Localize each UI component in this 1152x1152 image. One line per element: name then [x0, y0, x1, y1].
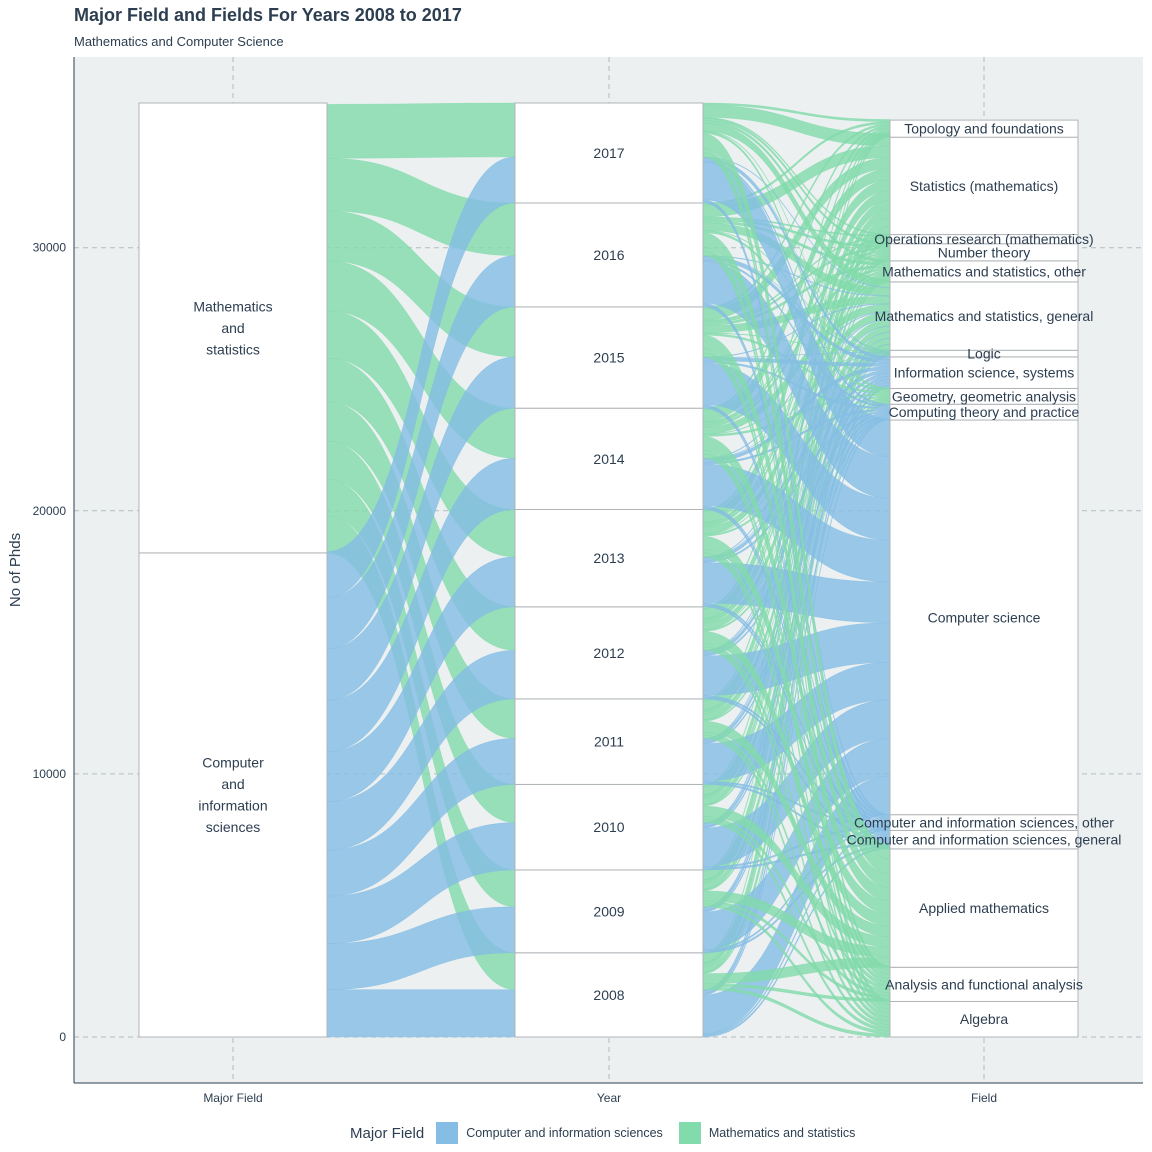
axes: 0 10000 20000 30000 Major Field Year Field No o… [7, 57, 1143, 1105]
flow-year-field [702, 102, 891, 122]
stratum-label: Mathematics and statistics [193, 298, 272, 357]
stratum-field [889, 281, 1079, 351]
stratum-label: Statistics (mathematics) [910, 178, 1059, 194]
stratum-label: Applied mathematics [919, 900, 1049, 916]
stratum-label: 2015 [593, 350, 624, 366]
stratum-year [514, 306, 704, 409]
legend-swatch-math [678, 1122, 701, 1144]
stratum-field [889, 966, 1079, 1002]
stratum-label: Computer and information sciences [198, 755, 267, 836]
stratum-field [889, 419, 1079, 816]
y-tick-label: 20000 [33, 504, 67, 518]
stratum-field [889, 136, 1079, 236]
stratum-label: Logic [967, 346, 1000, 362]
strata-nodes [138, 102, 1079, 1038]
stratum-label: 2012 [593, 645, 624, 661]
x-tick-label: Major Field [203, 1091, 262, 1105]
stratum-major [138, 102, 328, 554]
stratum-year [514, 952, 704, 1038]
stratum-label: Geometry, geometric analysis [892, 388, 1076, 404]
stratum-label: Mathematics and statistics, other [882, 263, 1086, 279]
x-tick-label: Field [971, 1091, 997, 1105]
legend-label-math: Mathematics and statistics [708, 1126, 856, 1140]
x-tick-label: Year [597, 1091, 621, 1105]
stratum-label: 2009 [593, 903, 624, 919]
stratum-label: Computing theory and practice [889, 404, 1080, 420]
stratum-label: 2011 [594, 734, 624, 750]
stratum-label: Algebra [960, 1011, 1008, 1027]
stratum-label: 2010 [593, 819, 624, 835]
stratum-label: 2016 [593, 247, 624, 263]
legend-title: Major Field [350, 1124, 425, 1142]
flow-ribbons [326, 102, 891, 1038]
stratum-year [514, 102, 704, 204]
stratum-label: Computer science [928, 609, 1041, 625]
stratum-year [514, 508, 704, 608]
chart-title: Major Field and Fields For Years 2008 to… [74, 5, 462, 25]
strata-labels: Computer and information sciences Mathematic… [193, 121, 1121, 1028]
y-axis-title: No of Phds [7, 533, 24, 607]
stratum-field [889, 119, 1079, 138]
stratum-label: 2017 [593, 145, 624, 161]
legend-label-cis: Computer and information sciences [466, 1126, 663, 1140]
stratum-major [138, 552, 328, 1038]
stratum-label: Analysis and functional analysis [885, 976, 1083, 992]
legend: Major Field Computer and information sci… [350, 1122, 863, 1144]
stratum-year [514, 783, 704, 871]
stratum-label: Topology and foundations [904, 121, 1064, 137]
stratum-field [889, 1000, 1079, 1038]
stratum-label: 2013 [593, 550, 624, 566]
stratum-year [514, 698, 704, 785]
flow-major-year [326, 989, 516, 1038]
legend-item-cis: Computer and information sciences [436, 1122, 663, 1144]
stratum-label: Computer and information sciences, other [854, 815, 1114, 831]
flow-major-year [326, 102, 516, 159]
stratum-label: 2014 [593, 451, 624, 467]
stratum-label: Computer and information sciences, gener… [847, 832, 1122, 848]
stratum-label: Information science, systems [894, 365, 1075, 381]
stratum-label: Operations research (mathematics) [874, 231, 1093, 247]
stratum-label: Number theory [938, 244, 1031, 260]
y-tick-label: 10000 [33, 767, 67, 781]
stratum-label: Mathematics and statistics, general [875, 308, 1094, 324]
stratum-year [514, 869, 704, 954]
legend-swatch-cis [436, 1122, 459, 1144]
y-tick-label: 0 [59, 1030, 66, 1044]
stratum-year [514, 202, 704, 308]
stratum-field [889, 356, 1079, 389]
stratum-year [514, 407, 704, 510]
legend-item-math: Mathematics and statistics [678, 1122, 856, 1144]
stratum-year [514, 606, 704, 700]
chart-subtitle: Mathematics and Computer Science [74, 34, 284, 49]
y-tick-label: 30000 [33, 241, 67, 255]
stratum-label: 2008 [593, 987, 624, 1003]
stratum-field [889, 848, 1079, 968]
